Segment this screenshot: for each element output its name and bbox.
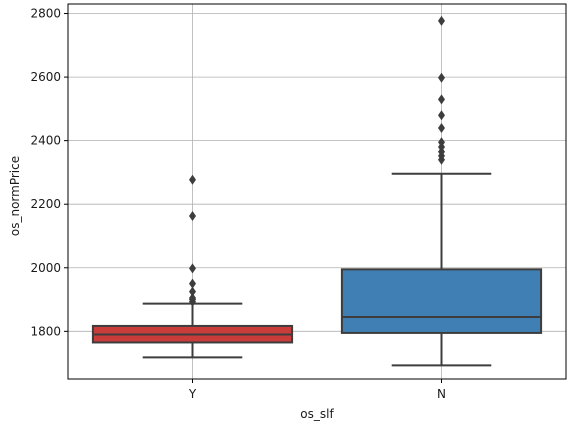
y-axis-title: os_normPrice bbox=[8, 156, 22, 236]
plot-area-frame bbox=[67, 3, 567, 380]
y-tick-label: 2800 bbox=[30, 7, 61, 21]
grid-lines bbox=[68, 4, 566, 379]
box-N bbox=[340, 15, 543, 367]
outlier-point bbox=[189, 278, 196, 289]
outlier-point bbox=[438, 137, 445, 148]
x-tick-label: N bbox=[437, 387, 446, 401]
outlier-point bbox=[189, 286, 196, 297]
y-tick-label: 1800 bbox=[30, 324, 61, 338]
y-axis: 1800 2000 2200 2400 2600 2800 bbox=[30, 7, 68, 338]
outlier-point bbox=[189, 263, 196, 274]
box-Y bbox=[91, 174, 294, 359]
outlier-point bbox=[438, 72, 445, 83]
y-tick-label: 2200 bbox=[30, 197, 61, 211]
outlier-point bbox=[438, 110, 445, 121]
y-tick-label: 2600 bbox=[30, 70, 61, 84]
box-series bbox=[91, 15, 543, 367]
outlier-point bbox=[438, 15, 445, 26]
outlier-point bbox=[189, 174, 196, 185]
outlier-point bbox=[438, 94, 445, 105]
x-tick-label: Y bbox=[188, 387, 197, 401]
box-body bbox=[340, 268, 543, 334]
outlier-point bbox=[438, 122, 445, 133]
outlier-point bbox=[189, 210, 196, 221]
y-tick-label: 2000 bbox=[30, 261, 61, 275]
x-axis-title: os_slf bbox=[300, 407, 334, 421]
outlier-point bbox=[189, 292, 196, 303]
y-tick-label: 2400 bbox=[30, 134, 61, 148]
